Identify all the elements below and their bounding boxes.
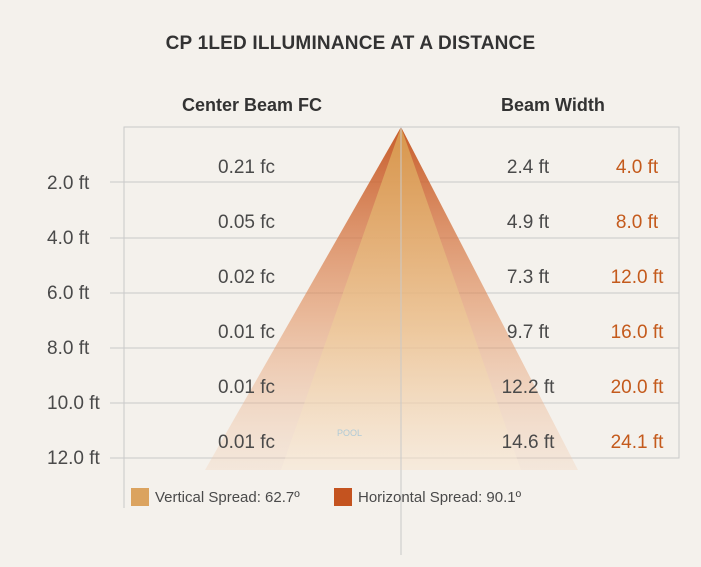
legend-swatch-horizontal — [334, 488, 352, 506]
center-beam-fc-value: 0.01 fc — [218, 322, 276, 343]
vertical-beam-width-value: 9.7 ft — [506, 322, 550, 343]
header-center-beam-fc: Center Beam FC — [182, 95, 323, 115]
header-beam-width: Beam Width — [501, 95, 605, 115]
center-beam-fc-value: 0.01 fc — [218, 377, 276, 398]
distance-label: 2.0 ft — [47, 173, 90, 194]
horizontal-beam-width-value: 20.0 ft — [610, 377, 664, 398]
vertical-beam-width-value: 2.4 ft — [506, 157, 550, 178]
vertical-beam-width-value: 12.2 ft — [501, 377, 555, 398]
vertical-beam-width-value: 14.6 ft — [501, 432, 555, 453]
distance-label: 6.0 ft — [47, 283, 90, 304]
vertical-beam-width-value: 4.9 ft — [506, 212, 550, 233]
vertical-beam-width-value: 7.3 ft — [506, 267, 550, 288]
legend-label: Vertical Spread: 62.7º — [155, 488, 300, 506]
watermark-logo: POOL — [337, 428, 363, 438]
distance-label: 4.0 ft — [47, 228, 90, 249]
center-beam-fc-value: 0.01 fc — [218, 432, 276, 453]
center-beam-fc-value: 0.02 fc — [218, 267, 276, 288]
horizontal-beam-width-value: 24.1 ft — [610, 432, 664, 453]
distance-label: 10.0 ft — [47, 393, 100, 414]
center-beam-fc-value: 0.05 fc — [218, 212, 276, 233]
distance-label: 12.0 ft — [47, 448, 100, 469]
horizontal-beam-width-value: 12.0 ft — [610, 267, 664, 288]
horizontal-beam-width-value: 16.0 ft — [610, 322, 664, 343]
legend-item-horizontal: Horizontal Spread: 90.1º — [334, 488, 521, 506]
legend-label: Horizontal Spread: 90.1º — [358, 488, 522, 506]
legend-item-vertical: Vertical Spread: 62.7º — [131, 488, 300, 506]
center-beam-fc-value: 0.21 fc — [218, 157, 276, 178]
legend-swatch-vertical — [131, 488, 149, 506]
distance-label: 8.0 ft — [47, 338, 90, 359]
chart-title: CP 1LED ILLUMINANCE AT A DISTANCE — [165, 33, 536, 54]
horizontal-beam-width-value: 4.0 ft — [615, 157, 659, 178]
horizontal-beam-width-value: 8.0 ft — [615, 212, 659, 233]
